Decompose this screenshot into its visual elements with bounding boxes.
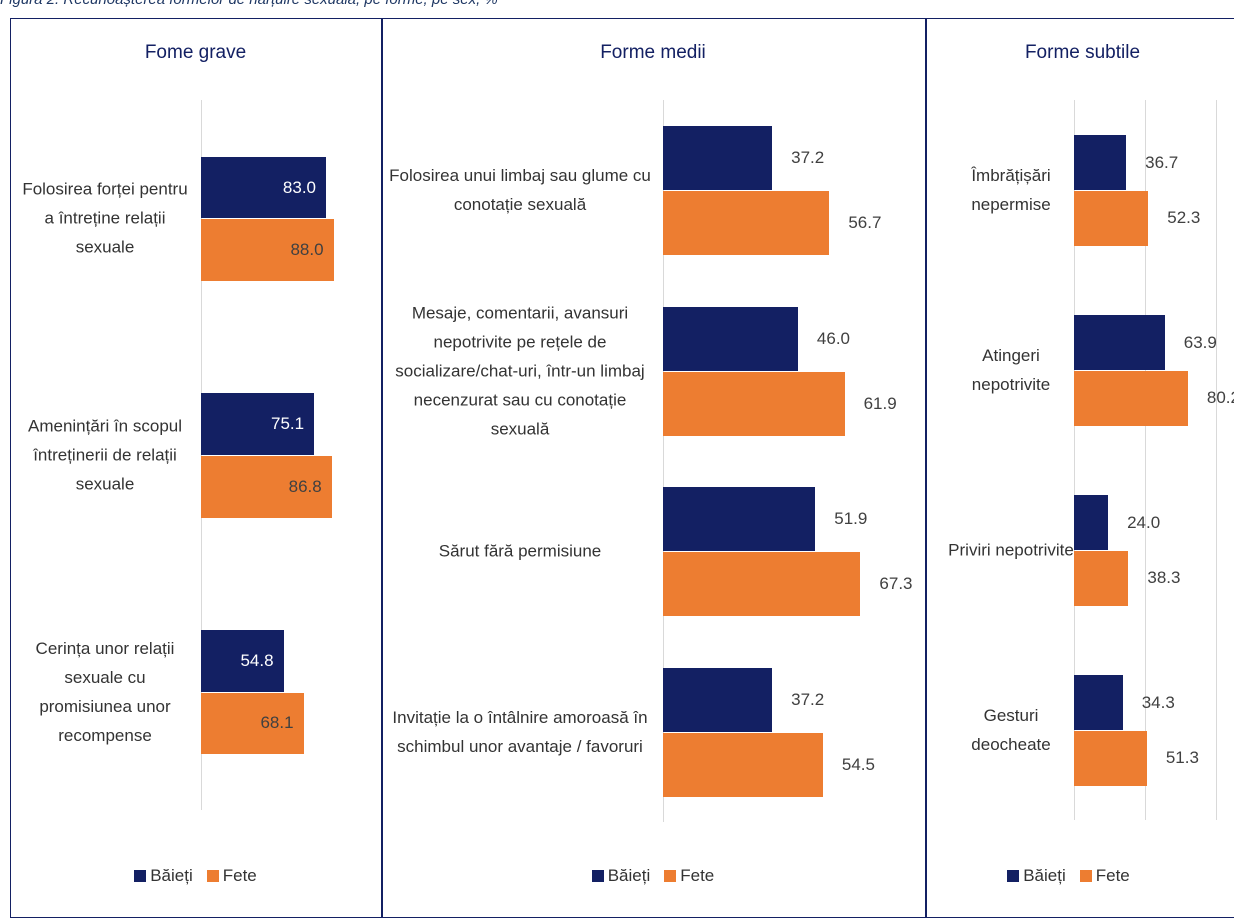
bar [201, 393, 315, 455]
panel-title: Forme subtile [1024, 42, 1141, 63]
value-label: 52.3 [1167, 208, 1201, 228]
value-label: 38.3 [1147, 568, 1181, 588]
legend-item: Fete [664, 866, 714, 886]
bar [663, 667, 773, 732]
category-label: Atingeri nepotrivite [971, 346, 1051, 394]
value-label: 61.9 [863, 393, 897, 413]
bar [663, 371, 845, 436]
value-label: 56.7 [848, 213, 882, 233]
legend-item: Fete [1079, 866, 1130, 886]
bar [1074, 551, 1129, 606]
value-label: 46.0 [816, 328, 851, 348]
value-label: 75.1 [271, 414, 305, 434]
value-label: 37.2 [791, 148, 825, 168]
legend-swatch [664, 870, 677, 882]
bar [201, 219, 334, 281]
panel-title: Fome grave [144, 42, 247, 63]
bar [663, 732, 823, 797]
category-label: Folosirea forței pentru a întreține rela… [22, 179, 188, 257]
category-label: Amenințări în scopul întreținerii de rel… [27, 416, 183, 494]
legend: Băieți Fete [381, 866, 925, 886]
legend-item: Fete [206, 866, 257, 886]
bar [1074, 675, 1123, 730]
grid-line [1144, 100, 1146, 820]
legend-item: Băieți [134, 866, 193, 886]
grid-line [1215, 100, 1217, 820]
category-label: Folosirea unui limbaj sau glume cu conot… [389, 166, 651, 215]
figure-title: Figura 2. Recunoașterea formelor de hărț… [0, 0, 498, 8]
value-label: 54.5 [841, 754, 875, 774]
bar [1074, 731, 1147, 786]
legend-swatch [134, 870, 147, 882]
bar [201, 456, 332, 518]
legend-swatch [1007, 870, 1020, 882]
bar [663, 126, 773, 191]
category-label: Priviri nepotrivite [948, 540, 1074, 560]
category-label: Gesturi deocheate [971, 706, 1051, 754]
value-label: 68.1 [260, 713, 294, 733]
grid-line [1073, 100, 1075, 820]
value-label: 37.2 [791, 689, 825, 709]
value-label: 83.0 [282, 177, 316, 197]
grid-line [200, 100, 202, 810]
bar [201, 156, 326, 219]
category-label: Mesaje, comentarii, avansuri nepotrivite… [395, 303, 645, 439]
legend-item: Băieți [591, 866, 651, 886]
category-label: Invitație la o întâlnire amoroasă în sch… [392, 707, 648, 756]
legend: Băieți Fete [10, 866, 381, 886]
legend-label: Băieți [150, 866, 193, 885]
bar [663, 306, 798, 371]
bar [663, 487, 816, 552]
legend-swatch [1079, 870, 1092, 882]
legend-label: Băieți [1023, 866, 1066, 885]
legend-item: Băieți [1007, 866, 1066, 886]
legend-label: Fete [222, 866, 257, 885]
value-label: 34.3 [1141, 692, 1175, 712]
bar [201, 630, 284, 692]
bar [1074, 495, 1109, 550]
bar [1074, 191, 1149, 246]
bar [663, 552, 861, 617]
value-label: 63.9 [1183, 332, 1217, 352]
value-label: 36.7 [1145, 152, 1179, 172]
value-label: 51.9 [834, 509, 868, 529]
bar [201, 692, 304, 755]
category-label: Cerința unor relații sexuale cu promisiu… [35, 638, 175, 745]
legend-label: Fete [680, 866, 715, 885]
panel-frame [381, 18, 927, 918]
value-label: 67.3 [879, 574, 913, 594]
value-label: 24.0 [1127, 512, 1161, 532]
panel-title: Forme medii [600, 42, 706, 63]
value-label: 54.8 [240, 650, 274, 670]
category-label: Îmbrățișări nepermise [971, 166, 1051, 214]
value-label: 51.3 [1165, 748, 1199, 768]
bar [1074, 315, 1165, 370]
category-label: Sărut fără permisiune [438, 541, 602, 561]
bar [1074, 135, 1127, 190]
value-label: 80.2 [1206, 388, 1234, 408]
legend: Băieți Fete [925, 866, 1212, 886]
legend-swatch [591, 870, 604, 882]
bar [663, 191, 830, 256]
value-label: 88.0 [290, 240, 324, 260]
grid-line [662, 100, 664, 822]
legend-label: Fete [1095, 866, 1130, 885]
value-label: 86.8 [288, 476, 322, 496]
bar [1074, 371, 1188, 426]
legend-label: Băieți [607, 866, 651, 885]
legend-swatch [206, 870, 219, 882]
